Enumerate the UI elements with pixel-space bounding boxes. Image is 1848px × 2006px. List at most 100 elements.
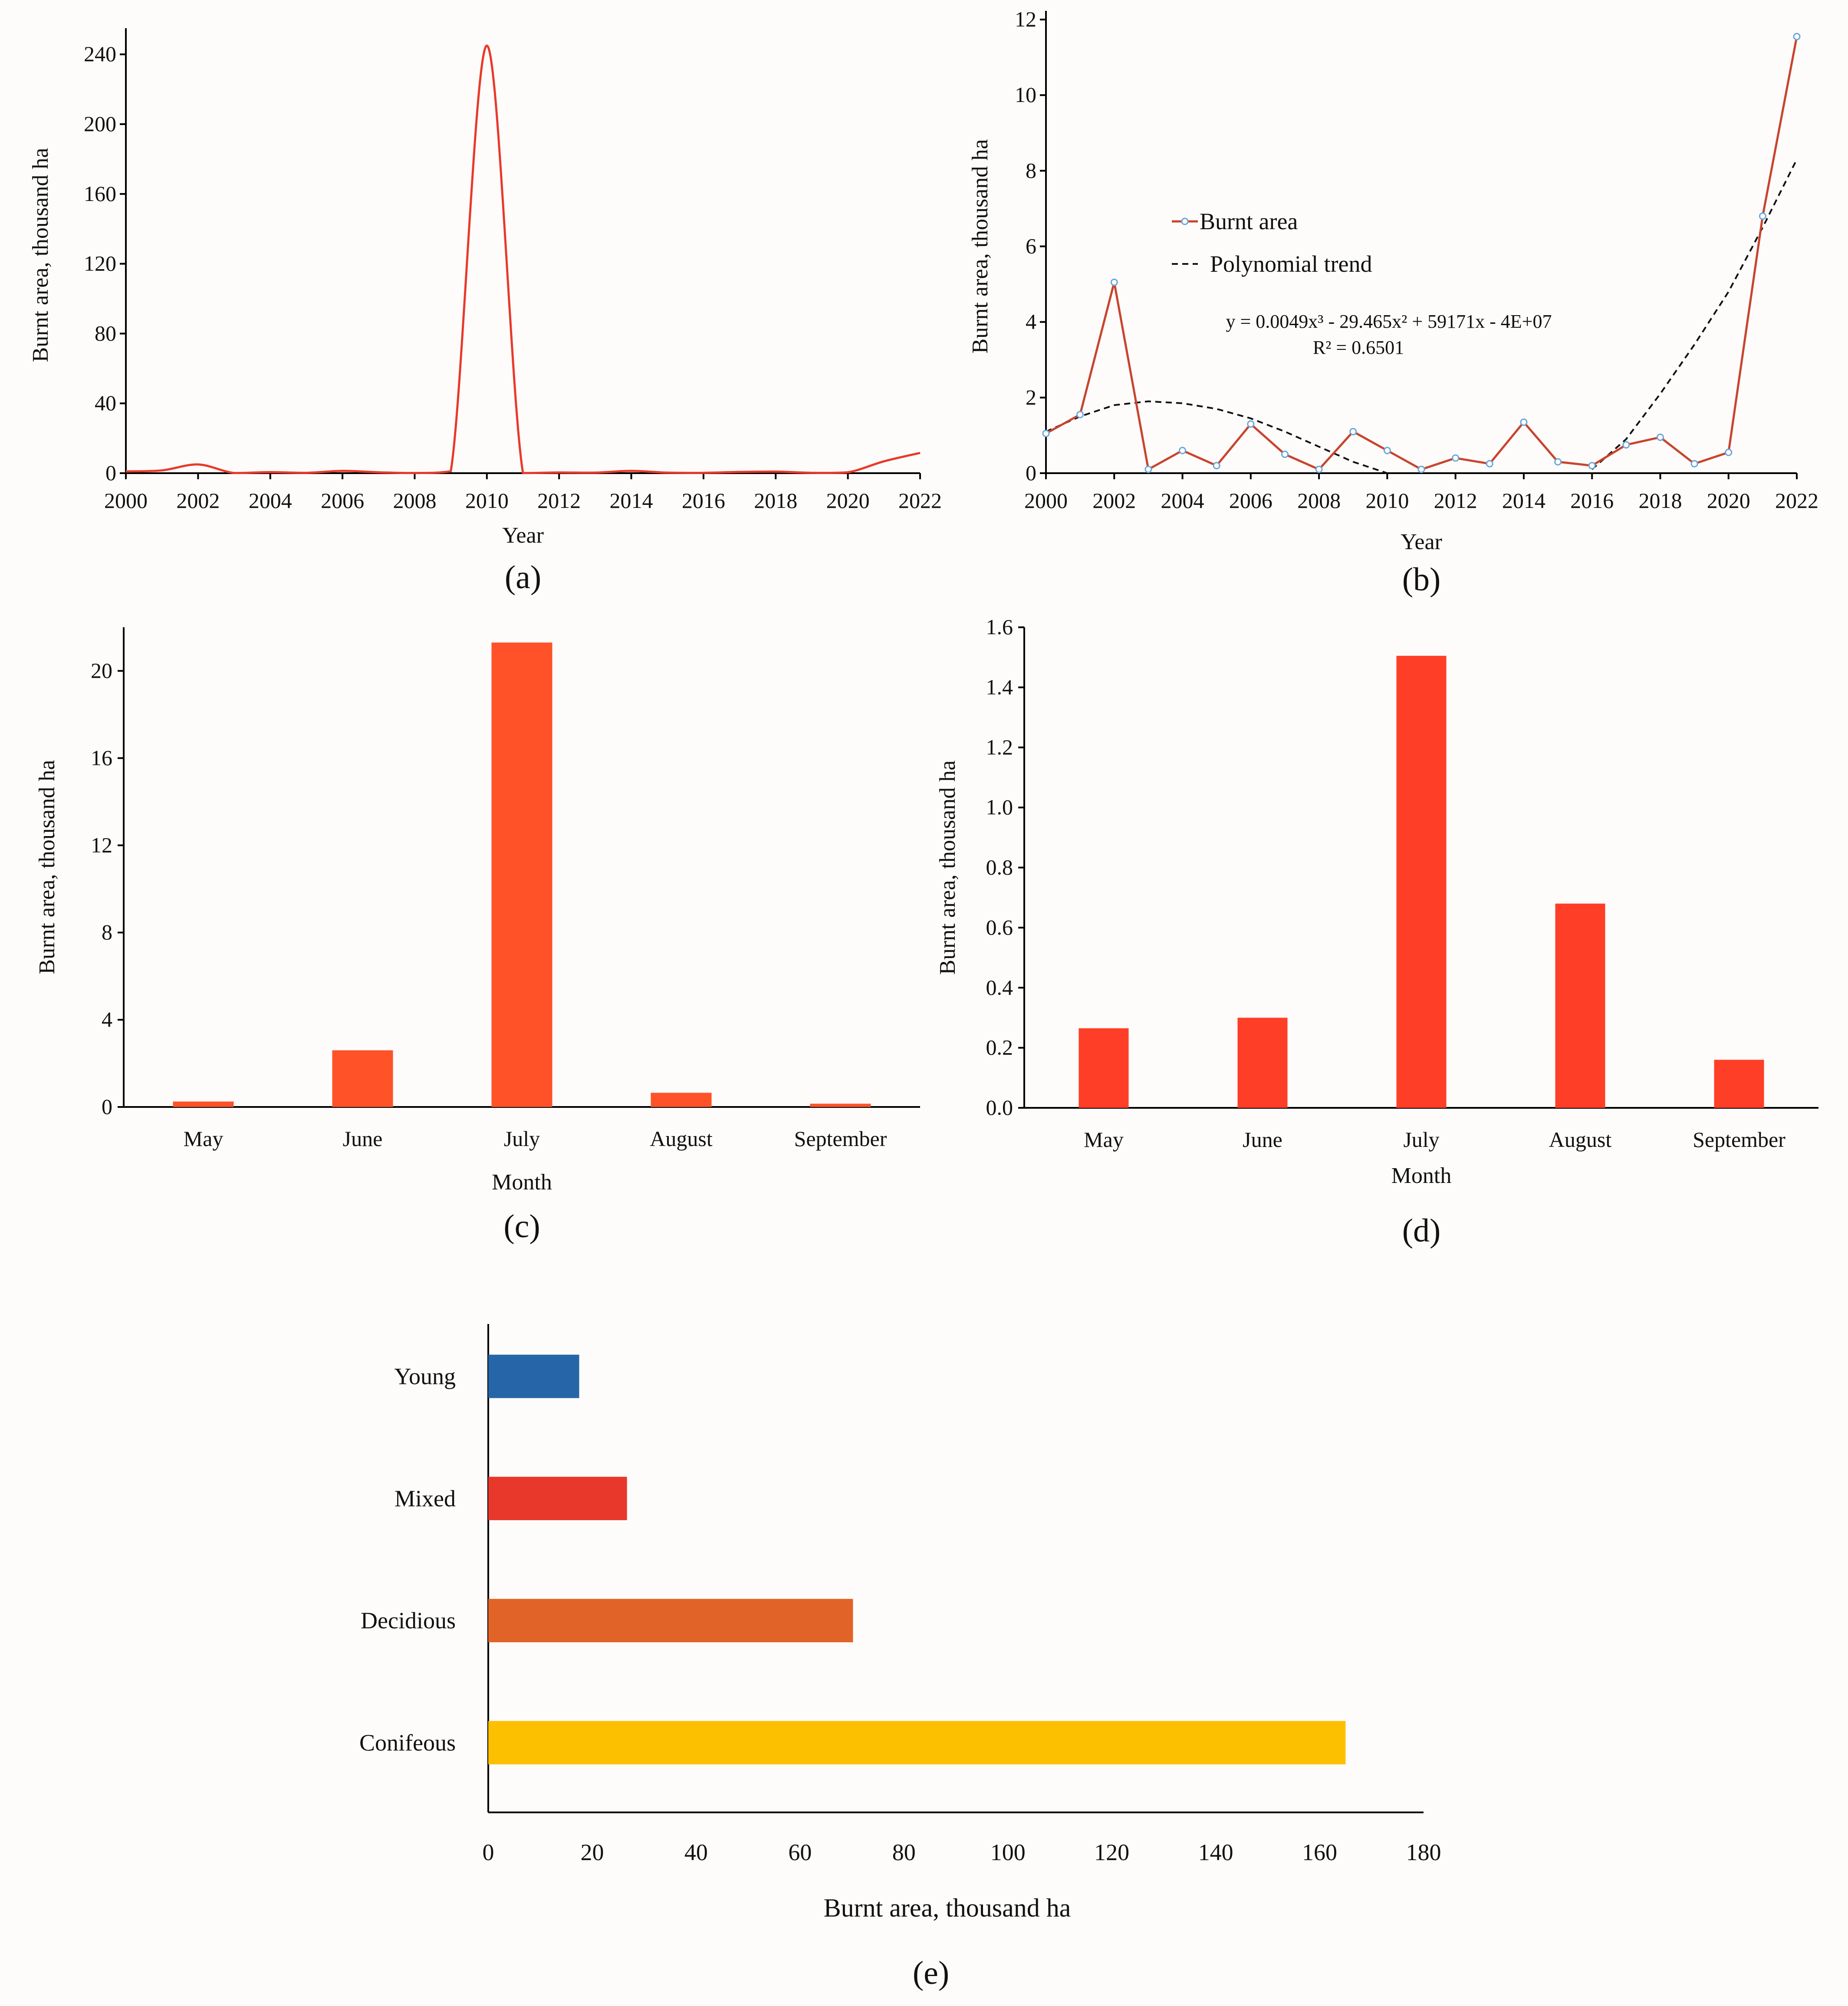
- legend-label-trend: Polynomial trend: [1210, 251, 1372, 277]
- x-tick-label: May: [1084, 1127, 1124, 1152]
- polynomial-trend-line: [1591, 159, 1798, 470]
- y-tick-label: 0.0: [986, 1095, 1013, 1120]
- x-tick-label: 0: [483, 1839, 494, 1865]
- x-axis-title: Month: [1391, 1163, 1452, 1188]
- data-point-marker: [1520, 418, 1528, 426]
- y-tick-label: 0.2: [986, 1035, 1013, 1060]
- y-tick-label: 240: [84, 42, 116, 66]
- data-point-marker: [1554, 458, 1562, 466]
- y-tick-label: 1.2: [986, 735, 1013, 759]
- x-tick-label: August: [1549, 1127, 1612, 1152]
- y-tick-label: 16: [91, 745, 112, 770]
- x-tick-label: 2008: [1297, 488, 1341, 513]
- x-axis-title: Month: [492, 1170, 552, 1195]
- x-tick-label: July: [1403, 1127, 1439, 1152]
- x-tick-label: 2016: [682, 488, 725, 513]
- panel-label: (c): [503, 1208, 540, 1245]
- x-tick-label: 2012: [537, 488, 581, 513]
- bar-june: [332, 1050, 393, 1107]
- data-point-marker: [1383, 447, 1391, 455]
- data-point-marker: [1690, 460, 1698, 468]
- x-tick-label: September: [1693, 1127, 1786, 1152]
- data-point-marker: [1793, 33, 1801, 40]
- x-axis-title: Year: [1401, 530, 1442, 554]
- x-tick-label: 2010: [465, 488, 509, 513]
- data-point-marker: [1281, 450, 1289, 458]
- bar-mixed: [488, 1476, 627, 1520]
- y-category-label: Decidious: [361, 1607, 456, 1634]
- y-tick-label: 10: [1015, 82, 1036, 107]
- x-tick-label: 2012: [1434, 488, 1477, 513]
- x-tick-label: 2010: [1365, 488, 1409, 513]
- y-tick-label: 12: [1015, 7, 1036, 31]
- legend-label-burnt-area: Burnt area: [1200, 208, 1298, 234]
- y-tick-label: 0.8: [986, 855, 1013, 879]
- panel-label: (e): [913, 1955, 949, 1991]
- x-tick-label: 40: [684, 1839, 708, 1865]
- y-tick-label: 0.6: [986, 915, 1013, 939]
- x-tick-label: 2016: [1570, 488, 1614, 513]
- data-point-marker: [1042, 430, 1050, 438]
- panel-c: 0 4 8 12 16 20 May June July August September Month…: [35, 627, 920, 1245]
- x-axis-title: Burnt area, thousand ha: [824, 1894, 1071, 1922]
- data-point-marker: [1179, 447, 1187, 455]
- panel-label: (a): [505, 559, 541, 596]
- y-tick-label: 160: [84, 181, 116, 206]
- data-point-marker: [1144, 465, 1152, 473]
- x-tick-label: 100: [990, 1839, 1026, 1865]
- bar-may: [1079, 1028, 1129, 1108]
- bar-september: [1714, 1060, 1764, 1108]
- data-point-marker: [1656, 433, 1664, 441]
- y-tick-label: 4: [1026, 310, 1036, 334]
- y-tick-label: 80: [95, 321, 116, 345]
- x-tick-label: 2014: [1502, 488, 1545, 513]
- y-tick-label: 1.6: [986, 615, 1013, 639]
- x-axis-title: Year: [502, 523, 544, 548]
- y-tick-label: 4: [102, 1007, 112, 1031]
- x-tick-label: 2020: [1707, 488, 1750, 513]
- data-point-marker: [1417, 465, 1425, 473]
- y-tick-label: 20: [91, 658, 112, 682]
- data-point-marker: [1213, 462, 1220, 470]
- x-tick-label: 160: [1302, 1839, 1337, 1865]
- x-tick-label: 2002: [1092, 488, 1136, 513]
- y-tick-label: 6: [1026, 234, 1036, 258]
- x-tick-label: 2000: [1024, 488, 1068, 513]
- x-tick-label: 2006: [1229, 488, 1273, 513]
- x-tick-label: May: [184, 1127, 224, 1151]
- y-tick-label: 120: [84, 251, 116, 276]
- data-point-marker: [1588, 462, 1596, 470]
- data-point-marker: [1315, 465, 1323, 473]
- x-tick-label: 80: [892, 1839, 916, 1865]
- y-category-label: Conifeous: [359, 1729, 456, 1756]
- data-point-marker: [1725, 448, 1733, 456]
- bar-july: [1396, 655, 1447, 1108]
- y-tick-label: 1.0: [986, 795, 1013, 819]
- x-tick-label: June: [343, 1127, 383, 1151]
- x-tick-label: June: [1243, 1127, 1282, 1152]
- x-tick-label: 2014: [610, 488, 653, 513]
- data-point-marker: [1622, 441, 1630, 449]
- x-tick-label: July: [504, 1127, 540, 1151]
- y-category-label: Mixed: [395, 1486, 456, 1512]
- data-point-marker: [1110, 278, 1118, 286]
- x-tick-label: 2006: [321, 488, 364, 513]
- x-tick-label: 60: [788, 1839, 812, 1865]
- y-axis-title: Burnt area, thousand ha: [35, 760, 59, 975]
- bar-decidious: [488, 1599, 853, 1643]
- x-tick-label: 2022: [1775, 488, 1818, 513]
- x-tick-label: 2022: [898, 488, 942, 513]
- panel-a: 0 40 80 160 120 200 240 2000 2002 2004 2006 2008 201…: [28, 28, 942, 596]
- panel-e: 0 20 40 60 80 100 120 140 160 180 Young Mixed Decidi…: [359, 1324, 1441, 1991]
- bar-july: [491, 642, 552, 1107]
- panel-label: (b): [1402, 561, 1441, 598]
- bar-may: [173, 1101, 234, 1107]
- x-tick-label: 120: [1094, 1839, 1129, 1865]
- y-axis-title: Burnt area, thousand ha: [28, 148, 53, 362]
- y-tick-label: 12: [91, 833, 112, 857]
- x-tick-label: 2004: [1161, 488, 1204, 513]
- bar-august: [651, 1093, 712, 1107]
- data-point-marker: [1452, 454, 1460, 462]
- data-point-marker: [1486, 460, 1493, 468]
